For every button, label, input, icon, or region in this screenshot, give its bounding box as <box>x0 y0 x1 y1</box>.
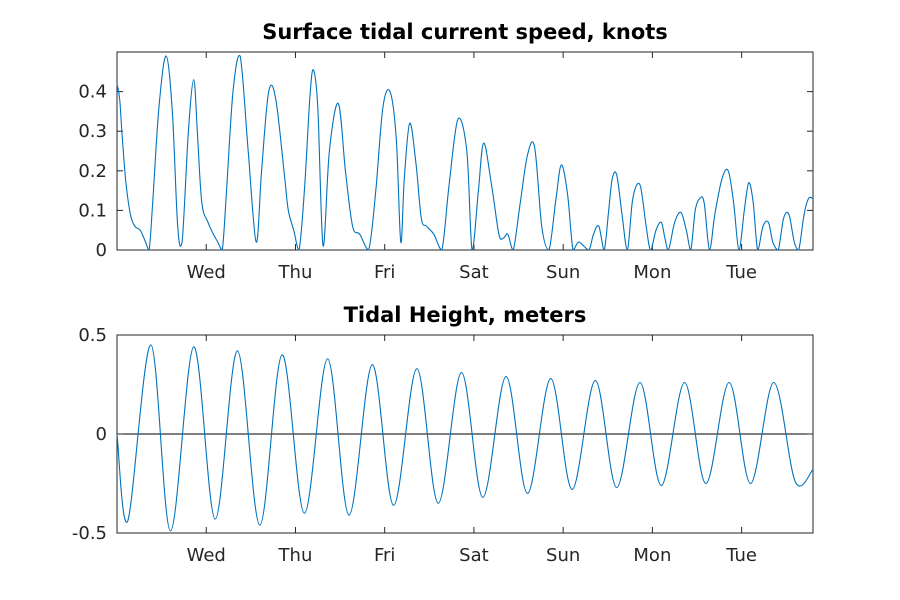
y-tick-label: 0 <box>96 240 107 261</box>
y-tick-label: 0.4 <box>78 82 107 103</box>
x-tick-label: Fri <box>374 545 395 566</box>
x-tick-label: Thu <box>278 262 313 283</box>
x-tick-label: Thu <box>278 545 313 566</box>
x-axis: Wed Thu Fri Sat Sun Mon Tue <box>187 335 757 566</box>
x-tick-label: Wed <box>187 262 226 283</box>
x-tick-label: Tue <box>725 545 757 566</box>
y-tick-label: 0.1 <box>78 200 107 221</box>
y-tick-label: 0 <box>96 424 107 445</box>
tidal-height-chart: Tidal Height, meters Wed Thu Fri Sat Sun Mon T… <box>72 303 814 566</box>
x-tick-label: Sat <box>459 545 489 566</box>
chart-title: Tidal Height, meters <box>344 303 587 327</box>
plot-area <box>116 51 814 251</box>
x-tick-label: Sun <box>546 262 580 283</box>
tidal-height-line <box>116 344 814 532</box>
x-tick-label: Mon <box>633 545 671 566</box>
x-tick-label: Mon <box>633 262 671 283</box>
y-tick-label: -0.5 <box>72 523 107 544</box>
x-tick-label: Wed <box>187 545 226 566</box>
y-axis: 0 0.1 0.2 0.3 0.4 <box>78 82 813 261</box>
y-axis: -0.5 0 0.5 <box>72 325 813 544</box>
current-speed-line <box>116 54 814 251</box>
x-tick-label: Fri <box>374 262 395 283</box>
y-tick-label: 0.5 <box>78 325 107 346</box>
x-tick-label: Sun <box>546 545 580 566</box>
x-tick-label: Sat <box>459 262 489 283</box>
x-tick-label: Tue <box>725 262 757 283</box>
chart-title: Surface tidal current speed, knots <box>262 20 668 44</box>
x-axis: Wed Thu Fri Sat Sun Mon Tue <box>187 52 757 283</box>
current-speed-chart: Surface tidal current speed, knots Wed Th… <box>78 20 814 283</box>
y-tick-label: 0.2 <box>78 161 107 182</box>
y-tick-label: 0.3 <box>78 121 107 142</box>
